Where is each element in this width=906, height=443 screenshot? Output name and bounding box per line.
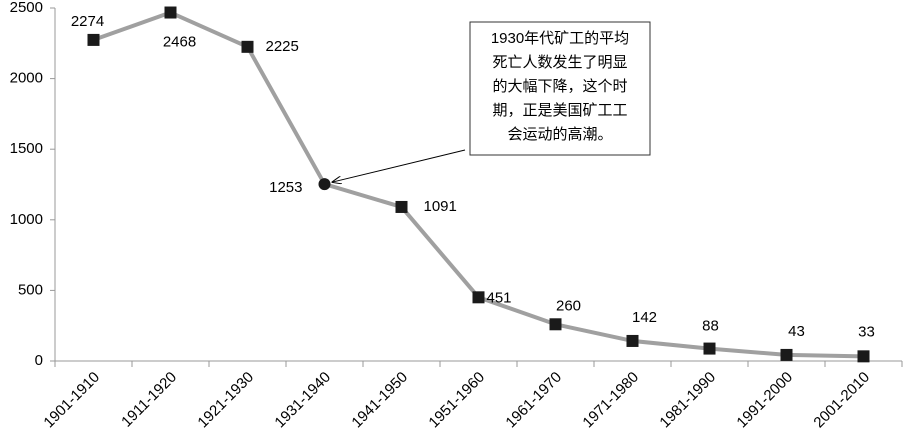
- x-tick-label: 1901-1910: [40, 369, 103, 432]
- data-label: 1091: [424, 198, 457, 215]
- y-tick-label: 1500: [10, 140, 43, 157]
- data-label: 43: [788, 323, 805, 340]
- marker: [549, 318, 562, 331]
- x-tick-label: 1931-1940: [271, 369, 334, 432]
- marker: [857, 350, 870, 363]
- annotation-box: [469, 21, 651, 156]
- data-label: 451: [487, 289, 512, 306]
- marker: [395, 200, 408, 213]
- y-tick-label: 500: [18, 281, 43, 298]
- data-label: 2225: [266, 38, 299, 55]
- marker: [318, 178, 331, 191]
- data-label: 1253: [269, 179, 302, 196]
- annotation-text: 1930年代矿工的平均: [491, 30, 629, 47]
- data-label: 2468: [163, 33, 196, 50]
- annotation-text: 会运动的高潮。: [507, 126, 612, 143]
- x-tick-label: 1971-1980: [579, 369, 642, 432]
- marker: [703, 342, 716, 355]
- x-tick-label: 1911-1920: [118, 369, 180, 431]
- x-tick-label: 1981-1990: [656, 369, 719, 432]
- data-label: 142: [632, 309, 657, 326]
- marker: [626, 334, 639, 347]
- y-tick-label: 2500: [10, 0, 43, 16]
- x-tick-label: 1921-1930: [194, 369, 257, 432]
- marker: [241, 40, 254, 53]
- data-label: 33: [858, 323, 875, 340]
- y-tick-label: 0: [35, 352, 43, 369]
- marker: [472, 291, 485, 304]
- data-label: 88: [702, 318, 719, 335]
- data-label: 260: [556, 297, 581, 314]
- x-tick-label: 1941-1950: [348, 369, 411, 432]
- annotation-text: 死亡人数发生了明显: [492, 54, 627, 71]
- x-tick-label: 1991-2000: [733, 369, 796, 432]
- annotation-text: 的大幅下降，这个时: [492, 78, 627, 95]
- x-tick-label: 1951-1960: [425, 369, 488, 432]
- y-tick-label: 2000: [10, 70, 43, 87]
- y-tick-label: 1000: [10, 211, 43, 228]
- annotation-arrow: [333, 149, 466, 182]
- marker: [164, 6, 177, 19]
- marker: [780, 348, 793, 361]
- x-tick-label: 1961-1970: [502, 369, 565, 432]
- marker: [87, 33, 100, 46]
- annotation-text: 期，正是美国矿工工: [492, 102, 627, 119]
- x-tick-label: 2001-2010: [810, 369, 873, 432]
- data-label: 2274: [71, 13, 104, 30]
